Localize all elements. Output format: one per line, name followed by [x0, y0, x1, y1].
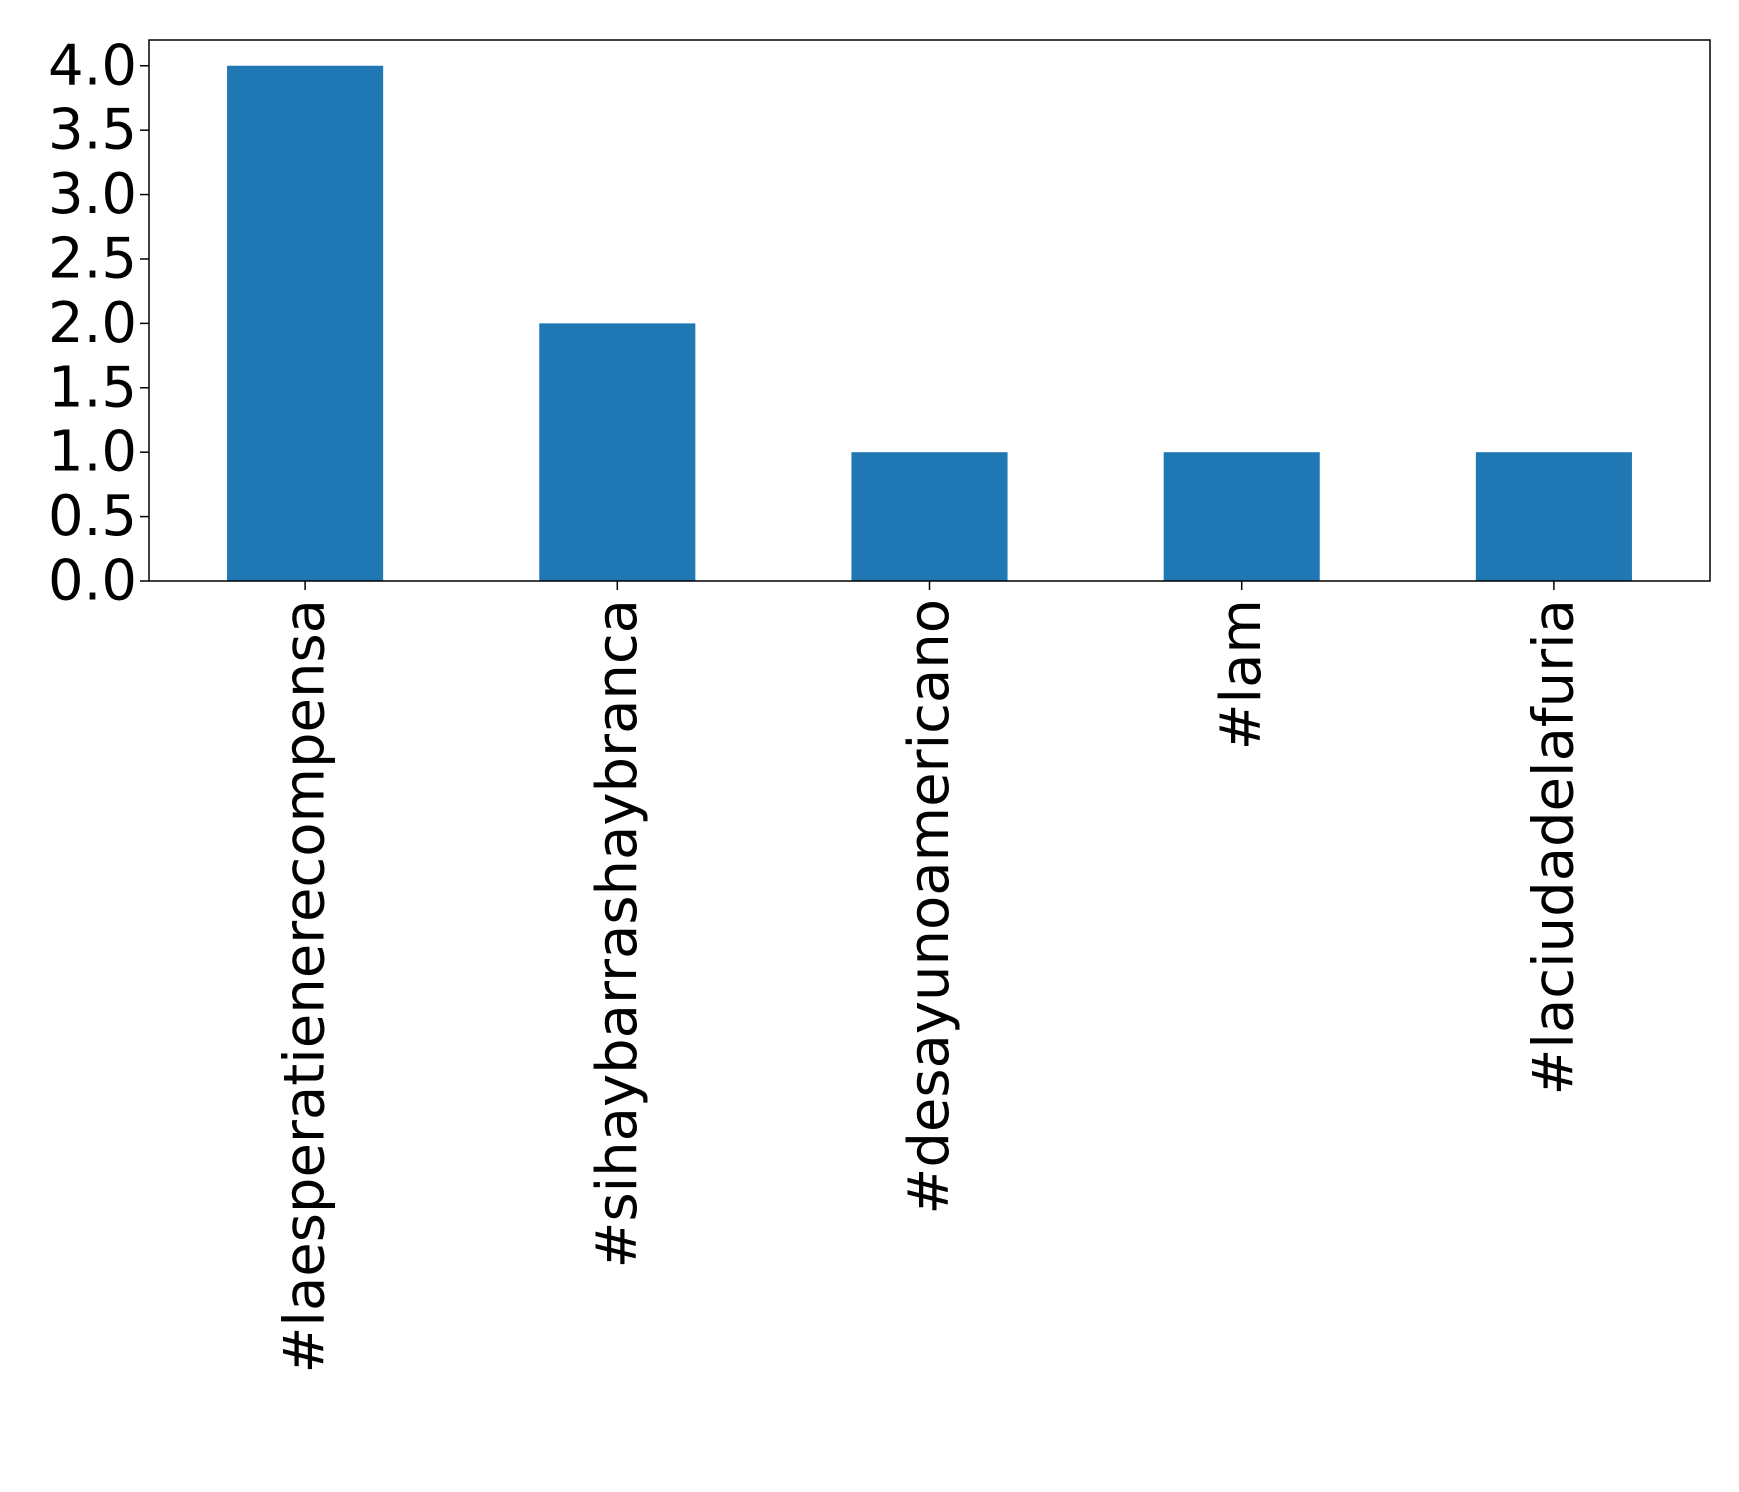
y-tick-label-7: 3.5 [48, 98, 137, 163]
x-tick-label-0: #laesperatienerecompensa [273, 599, 338, 1374]
y-tick-label-6: 3.0 [48, 162, 137, 227]
y-tick-label-8: 4.0 [48, 33, 137, 98]
x-tick-label-1: #sihaybarrashaybranca [585, 599, 650, 1268]
x-tick-label-3: #lam [1209, 599, 1274, 750]
bar-3 [1163, 452, 1320, 581]
y-tick-label-2: 1.0 [48, 420, 137, 485]
x-tick-label-4: #laciudadelafuria [1521, 599, 1586, 1095]
bars-layer [227, 65, 1632, 581]
bar-1 [539, 323, 696, 581]
bar-0 [227, 65, 384, 581]
y-tick-label-0: 0.0 [48, 549, 137, 614]
y-tick-label-4: 2.0 [48, 291, 137, 356]
bar-2 [851, 452, 1008, 581]
y-axis-ticks: 0.00.51.01.52.02.53.03.54.0 [48, 33, 149, 614]
plot-frame [148, 39, 1711, 582]
x-axis-ticks: #laesperatienerecompensa #sihaybarrashayb… [273, 581, 1586, 1374]
y-tick-label-5: 2.5 [48, 226, 137, 291]
y-tick-label-1: 0.5 [48, 484, 137, 549]
x-tick-label-2: #desayunoamericano [897, 599, 962, 1215]
y-tick-label-3: 1.5 [48, 355, 137, 420]
bar-4 [1475, 452, 1632, 581]
